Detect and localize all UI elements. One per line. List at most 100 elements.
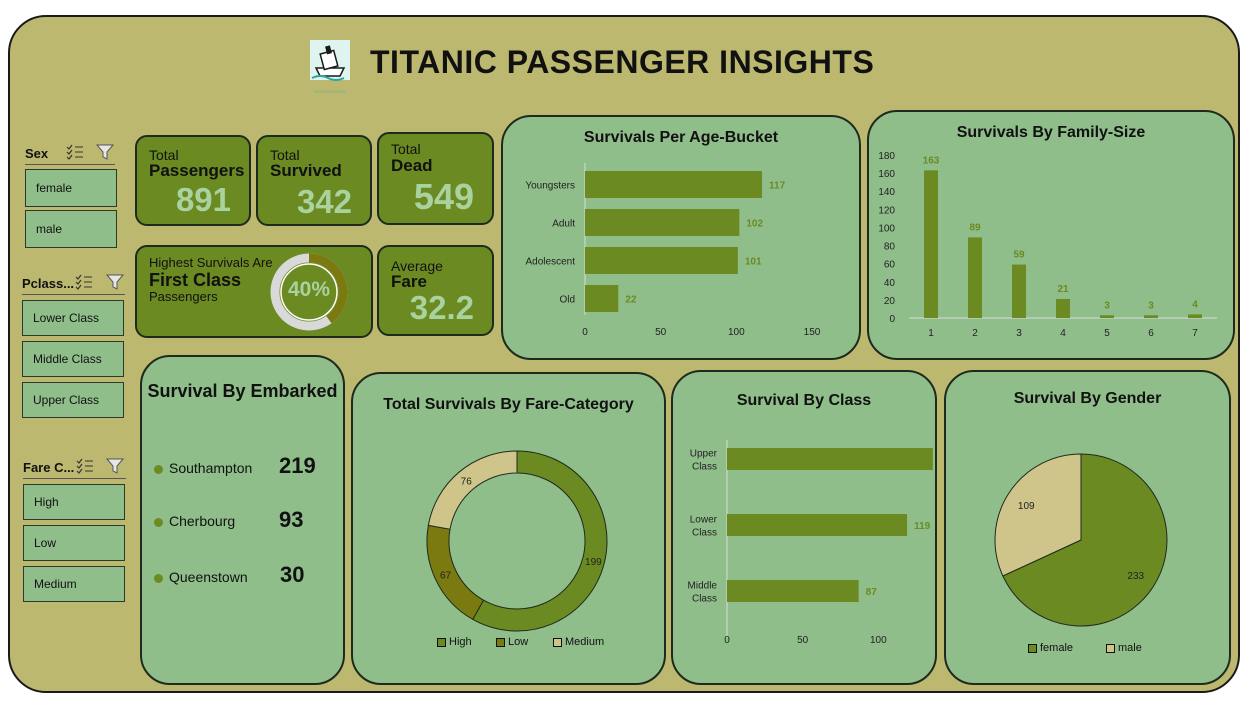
kpi-label-small: Average: [391, 258, 443, 274]
data-label: 3: [1104, 300, 1110, 311]
slicer-item-female[interactable]: female: [25, 169, 117, 207]
bar: [585, 285, 619, 312]
clear-filter-icon[interactable]: [96, 144, 114, 160]
tick-label: 100: [728, 327, 745, 338]
category-label: Class: [692, 594, 717, 605]
family-size-panel: Survivals By Family-Size 0 20 40 60 80 100 120…: [867, 110, 1235, 360]
bar: [1144, 315, 1158, 318]
category-label: 3: [1016, 328, 1022, 339]
bullet-dot: [154, 464, 163, 474]
data-label: 22: [625, 295, 637, 306]
bar: [585, 247, 738, 274]
legend-swatch: [437, 637, 446, 647]
slicer-divider: [23, 478, 126, 479]
slicer-item-lower-class[interactable]: Lower Class: [22, 300, 124, 336]
tick-label: 20: [884, 296, 896, 307]
ship-logo-icon: [310, 40, 350, 93]
embarked-title: Survival By Embarked: [147, 381, 338, 401]
slicer-title-pclass: Pclass...: [22, 276, 75, 291]
fare-category-panel: Total Survivals By Fare-Category 199 67 76…: [351, 372, 666, 685]
slice: [1002, 453, 1168, 627]
highest-line1: Highest Survivals Are: [149, 255, 273, 270]
bar: [585, 171, 763, 198]
kpi-value: 342: [296, 183, 352, 220]
slice: [427, 450, 518, 530]
tick-label: 80: [884, 242, 896, 253]
embarked-label: Southampton: [169, 460, 253, 476]
legend-swatch: [1106, 643, 1115, 653]
kpi-average-fare: Average Fare 32.2: [377, 245, 494, 336]
slicer-divider: [25, 164, 115, 165]
kpi-label-small: Total: [270, 147, 300, 163]
class-panel: Survival By Class 136UpperClass119LowerC…: [671, 370, 937, 685]
bullet-dot: [154, 573, 163, 583]
data-label: 3: [1148, 300, 1154, 311]
data-label: 4: [1192, 299, 1198, 310]
age-bucket-chart: 117 Youngsters 102 Adult 101 Adolescent 22 Old 0…: [525, 163, 821, 338]
data-label: 89: [969, 222, 981, 233]
bar: [727, 448, 933, 470]
tick-label: 150: [804, 327, 821, 338]
category-label: 1: [928, 328, 934, 339]
legend-swatch: [553, 637, 562, 647]
family-size-chart: 0 20 40 60 80 100 120 140 160 180 163 1 89 2 59 3 21 4 3 5 3…: [878, 151, 1217, 339]
embarked-value: 93: [279, 507, 304, 532]
data-label: 163: [923, 155, 940, 166]
age-bucket-panel: Survivals Per Age-Bucket 117 Youngsters 10…: [501, 115, 861, 360]
kpi-value: 32.2: [409, 289, 474, 326]
slicer-item-middle-class[interactable]: Middle Class: [22, 341, 124, 377]
kpi-value: 549: [413, 176, 474, 217]
legend-item-low: Low: [496, 636, 528, 648]
category-label: 6: [1148, 328, 1154, 339]
clear-filter-icon[interactable]: [106, 458, 124, 474]
category-label: Adolescent: [526, 257, 576, 268]
category-label: Middle: [688, 581, 718, 592]
percent-ring: [270, 253, 348, 331]
class-chart: 136UpperClass119LowerClass87MiddleClass0…: [688, 440, 933, 646]
slicer-item-low[interactable]: Low: [23, 525, 125, 561]
tick-label: 180: [878, 151, 895, 162]
kpi-total-passengers: Total Passengers 891: [135, 135, 251, 226]
data-label: 119: [914, 521, 931, 532]
slicer-title-sex: Sex: [25, 146, 49, 161]
legend-label: male: [1118, 642, 1142, 654]
bar: [1188, 314, 1202, 318]
data-label: 109: [1018, 501, 1035, 512]
chart-title: Survival By Class: [736, 392, 872, 409]
tick-label: 0: [582, 327, 588, 338]
multi-select-icon[interactable]: [76, 458, 94, 474]
kpi-value: 891: [175, 181, 231, 218]
category-label: 5: [1104, 328, 1110, 339]
fare-category-chart: 199 67 76: [426, 450, 608, 632]
chart-title: Survival By Gender: [1013, 390, 1162, 407]
highest-line3: Passengers: [149, 289, 218, 304]
tick-label: 160: [878, 169, 895, 180]
bar: [1100, 315, 1114, 318]
slicer-item-upper-class[interactable]: Upper Class: [22, 382, 124, 418]
chart-title: Survivals By Family-Size: [956, 124, 1146, 141]
data-label: 233: [1127, 571, 1144, 582]
bar: [1056, 298, 1070, 318]
tick-label: 0: [889, 314, 895, 325]
data-label: 199: [585, 557, 602, 568]
kpi-label-small: Total: [149, 147, 179, 163]
tick-label: 0: [724, 635, 730, 646]
slicer-item-high[interactable]: High: [23, 484, 125, 520]
slicer-item-male[interactable]: male: [25, 210, 117, 248]
legend-swatch: [1028, 643, 1037, 653]
category-label: Lower: [690, 515, 718, 526]
tick-label: 60: [884, 260, 896, 271]
multi-select-icon[interactable]: [66, 144, 84, 160]
data-label: 102: [746, 219, 763, 230]
chart-title: Survivals Per Age-Bucket: [583, 129, 779, 146]
slicer-item-medium[interactable]: Medium: [23, 566, 125, 602]
clear-filter-icon[interactable]: [106, 274, 124, 290]
data-label: 67: [440, 571, 452, 582]
legend-item-female: female: [1028, 642, 1073, 654]
data-label: 101: [745, 257, 762, 268]
legend-label: Low: [508, 636, 529, 648]
tick-label: 140: [878, 187, 895, 198]
multi-select-icon[interactable]: [75, 274, 93, 290]
chart-title: Total Survivals By Fare-Category: [383, 396, 634, 413]
category-label: 2: [972, 328, 978, 339]
